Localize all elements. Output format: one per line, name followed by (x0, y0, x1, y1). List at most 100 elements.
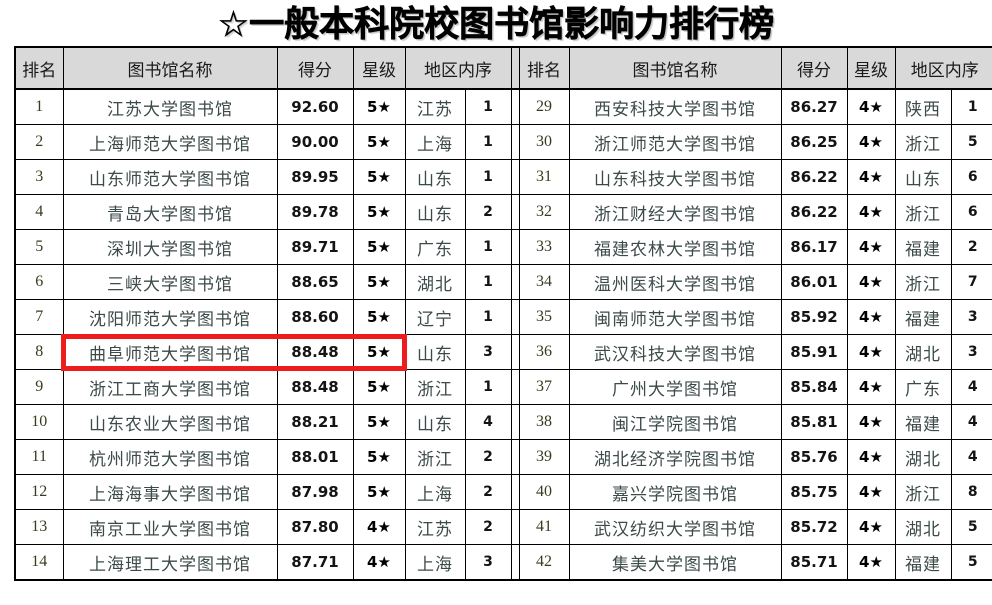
library-name-cell: 西安科技大学图书馆 (568, 88, 782, 125)
region-index-cell: 5 (950, 509, 992, 545)
star-rating-cell: 4★ (846, 124, 896, 160)
header-rank-left: 排名 (14, 46, 64, 90)
rank-cell: 5 (14, 229, 64, 265)
library-name-cell: 浙江财经大学图书馆 (568, 194, 782, 230)
table-row: 3 山东师范大学图书馆 89.95 5★ 山东 1 31 山东科技大学图书馆 86.22 4★ 山东… (14, 159, 992, 195)
table-row: 1 江苏大学图书馆 92.60 5★ 江苏 1 29 西安科技大学图书馆 86.27 4★ 陕西 1 (14, 88, 992, 125)
star-rating-cell: 5★ (352, 88, 406, 125)
rank-cell: 29 (518, 88, 570, 125)
province-cell: 山东 (404, 159, 466, 195)
library-name-cell: 三峡大学图书馆 (62, 264, 278, 300)
region-index-cell: 5 (950, 124, 992, 160)
star-rating-cell: 4★ (846, 369, 896, 405)
region-index-cell: 3 (464, 334, 512, 370)
region-index-cell: 6 (950, 194, 992, 230)
score-cell: 88.01 (276, 439, 354, 475)
library-name-cell: 山东科技大学图书馆 (568, 159, 782, 195)
table-row: 13 南京工业大学图书馆 87.80 4★ 江苏 2 41 武汉纺织大学图书馆 85.72 4★ 湖… (14, 509, 992, 545)
rank-cell: 34 (518, 264, 570, 300)
score-cell: 86.22 (780, 159, 848, 195)
province-cell: 浙江 (894, 474, 952, 510)
page-title: ☆一般本科院校图书馆影响力排行榜 (217, 4, 775, 45)
province-cell: 江苏 (404, 88, 466, 125)
rank-cell: 4 (14, 194, 64, 230)
star-rating-cell: 4★ (846, 544, 896, 581)
table-split-divider (510, 544, 520, 581)
region-index-cell: 5 (950, 544, 992, 581)
table-split-divider (510, 299, 520, 335)
table-row: 2 上海师范大学图书馆 90.00 5★ 上海 1 30 浙江师范大学图书馆 86.25 4★ 浙江… (14, 124, 992, 160)
region-index-cell: 1 (464, 124, 512, 160)
library-name-cell: 江苏大学图书馆 (62, 88, 278, 125)
library-name-cell: 杭州师范大学图书馆 (62, 439, 278, 475)
star-rating-cell: 4★ (352, 509, 406, 545)
score-cell: 88.48 (276, 369, 354, 405)
score-cell: 92.60 (276, 88, 354, 125)
star-rating-cell: 5★ (352, 369, 406, 405)
province-cell: 山东 (404, 404, 466, 440)
rank-cell: 33 (518, 229, 570, 265)
table-row: 6 三峡大学图书馆 88.65 5★ 湖北 1 34 温州医科大学图书馆 86.01 4★ 浙江 7 (14, 264, 992, 300)
table-split-divider (510, 159, 520, 195)
header-region-right: 地区内序 (894, 46, 992, 90)
province-cell: 上海 (404, 474, 466, 510)
score-cell: 88.21 (276, 404, 354, 440)
library-name-cell: 上海师范大学图书馆 (62, 124, 278, 160)
header-name-right: 图书馆名称 (568, 46, 782, 90)
region-index-cell: 1 (464, 229, 512, 265)
star-rating-cell: 4★ (846, 229, 896, 265)
region-index-cell: 3 (950, 299, 992, 335)
star-rating-cell: 4★ (846, 404, 896, 440)
table-split-divider (510, 509, 520, 545)
library-name-cell: 深圳大学图书馆 (62, 229, 278, 265)
header-score-right: 得分 (780, 46, 848, 90)
table-row: 12 上海海事大学图书馆 87.98 5★ 上海 2 40 嘉兴学院图书馆 85.75 4★ 浙江 8 (14, 474, 992, 510)
star-rating-cell: 5★ (352, 194, 406, 230)
region-index-cell: 6 (950, 159, 992, 195)
table-row: 8 曲阜师范大学图书馆 88.48 5★ 山东 3 36 武汉科技大学图书馆 85.91 4★ 湖北… (14, 334, 992, 370)
star-rating-cell: 4★ (846, 159, 896, 195)
rank-cell: 40 (518, 474, 570, 510)
score-cell: 88.65 (276, 264, 354, 300)
star-rating-cell: 5★ (352, 229, 406, 265)
library-name-cell: 集美大学图书馆 (568, 544, 782, 581)
province-cell: 广东 (404, 229, 466, 265)
header-rank-right: 排名 (518, 46, 570, 90)
region-index-cell: 8 (950, 474, 992, 510)
province-cell: 辽宁 (404, 299, 466, 335)
star-rating-cell: 5★ (352, 474, 406, 510)
rank-cell: 3 (14, 159, 64, 195)
province-cell: 浙江 (894, 264, 952, 300)
ranking-table-container: 排名 图书馆名称 得分 星级 地区内序 排名 图书馆名称 得分 星级 地区内序 … (14, 46, 992, 581)
table-split-divider (510, 474, 520, 510)
library-name-cell: 浙江师范大学图书馆 (568, 124, 782, 160)
province-cell: 江苏 (404, 509, 466, 545)
table-split-divider (510, 439, 520, 475)
library-name-cell: 浙江工商大学图书馆 (62, 369, 278, 405)
table-split-divider (510, 334, 520, 370)
province-cell: 陕西 (894, 88, 952, 125)
library-name-cell: 温州医科大学图书馆 (568, 264, 782, 300)
rank-cell: 8 (14, 334, 64, 370)
province-cell: 山东 (894, 159, 952, 195)
library-name-cell: 广州大学图书馆 (568, 369, 782, 405)
table-body: 1 江苏大学图书馆 92.60 5★ 江苏 1 29 西安科技大学图书馆 86.27 4★ 陕西 1 2… (14, 88, 992, 581)
table-split-divider (510, 369, 520, 405)
score-cell: 87.80 (276, 509, 354, 545)
score-cell: 88.60 (276, 299, 354, 335)
table-split-divider (510, 264, 520, 300)
region-index-cell: 4 (950, 404, 992, 440)
region-index-cell: 3 (464, 544, 512, 581)
rank-cell: 39 (518, 439, 570, 475)
province-cell: 福建 (894, 404, 952, 440)
score-cell: 87.98 (276, 474, 354, 510)
table-header-row: 排名 图书馆名称 得分 星级 地区内序 排名 图书馆名称 得分 星级 地区内序 (14, 46, 992, 90)
star-rating-cell: 5★ (352, 124, 406, 160)
score-cell: 89.71 (276, 229, 354, 265)
score-cell: 89.95 (276, 159, 354, 195)
title-bar: ☆一般本科院校图书馆影响力排行榜 (0, 0, 992, 45)
library-name-cell: 曲阜师范大学图书馆 (62, 334, 278, 370)
region-index-cell: 4 (950, 369, 992, 405)
region-index-cell: 2 (464, 194, 512, 230)
rank-cell: 30 (518, 124, 570, 160)
